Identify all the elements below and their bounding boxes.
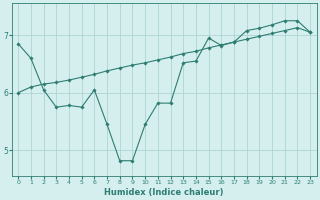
X-axis label: Humidex (Indice chaleur): Humidex (Indice chaleur) [104, 188, 224, 197]
